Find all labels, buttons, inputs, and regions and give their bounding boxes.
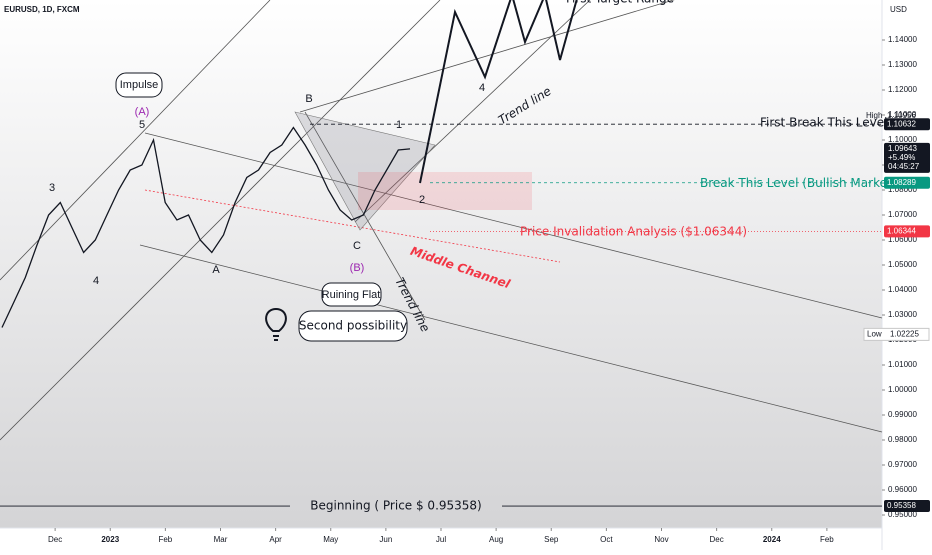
last-label: 1.09643	[888, 144, 917, 153]
x-tick-label: Jul	[436, 535, 446, 544]
x-tick-label: Jun	[379, 535, 392, 544]
y-tick-label: 1.05000	[888, 260, 917, 269]
price-badge-label: 0.95358	[887, 501, 916, 510]
level-text: First Break This Level	[760, 116, 887, 130]
time-axis	[0, 528, 882, 550]
projection-path	[419, 0, 578, 184]
y-tick-label: 1.08000	[888, 185, 917, 194]
annotation: First Target Range	[566, 0, 674, 6]
x-tick-label: Feb	[820, 535, 834, 544]
x-tick-label: Dec	[48, 535, 62, 544]
x-tick-label: Dec	[710, 535, 724, 544]
price-badge-label: 1.06344	[887, 227, 916, 236]
channel-lines	[0, 0, 883, 441]
annotation: Second possibility	[299, 319, 407, 333]
y-tick-label: 1.00000	[888, 385, 917, 394]
last-countdown: 04:45:27	[888, 162, 920, 171]
y-tick-label: 0.98000	[888, 435, 917, 444]
x-tick-label: Oct	[600, 535, 613, 544]
low-title: Low	[867, 329, 882, 338]
y-tick-label: 1.12000	[888, 85, 917, 94]
last-badge	[884, 142, 930, 173]
annotation: 4	[479, 82, 485, 94]
high-title: High	[866, 111, 882, 120]
annotation: (A)	[135, 106, 150, 118]
price-badge	[884, 176, 930, 189]
price-badge	[884, 500, 930, 513]
price-line	[1, 126, 411, 328]
currency-label: USD	[890, 5, 907, 14]
x-tick-label: 2023	[101, 535, 119, 544]
y-tick-label: 1.13000	[888, 60, 917, 69]
annotation: 5	[139, 119, 145, 131]
annotation: 4	[93, 275, 99, 287]
annotation: C	[353, 240, 361, 252]
y-tick-label: 1.03000	[888, 310, 917, 319]
x-tick-label: 2024	[763, 535, 781, 544]
y-tick-label: 0.99000	[888, 410, 917, 419]
annotation: Impulse	[120, 79, 159, 91]
triangle	[294, 111, 436, 231]
x-tick-label: Apr	[269, 535, 282, 544]
price-badge-label: 1.08289	[887, 178, 916, 187]
low-badge	[863, 327, 930, 341]
y-tick-label: 0.97000	[888, 460, 917, 469]
level-text: Beginning ( Price $ 0.95358)	[310, 499, 482, 513]
y-tick-label: 1.01000	[888, 360, 917, 369]
y-tick-label: 1.07000	[888, 210, 917, 219]
annotation: Ruining Flat	[322, 289, 381, 301]
y-tick-label: 1.14000	[888, 35, 917, 44]
y-tick-label: 0.96000	[888, 485, 917, 494]
x-tick-label: Mar	[214, 535, 228, 544]
level-text: Price Invalidation Analysis ($1.06344)	[520, 224, 747, 238]
level-text: Break This Level (Bullish Market)	[700, 176, 896, 190]
y-tick-label: 1.11000	[888, 110, 917, 119]
x-tick-label: May	[323, 535, 338, 544]
high-label: 1.10956	[887, 111, 916, 120]
last-change: +5.49%	[888, 153, 915, 162]
price-badge	[884, 225, 930, 238]
annotation: 1	[396, 119, 402, 131]
x-tick-label: Sep	[544, 535, 559, 544]
annotation-boxes	[115, 72, 408, 342]
low-label: 1.02225	[890, 329, 919, 338]
price-badge	[884, 118, 930, 131]
annotation: 3	[49, 182, 55, 194]
y-tick-label: 1.10000	[888, 135, 917, 144]
y-tick-label: 1.04000	[888, 285, 917, 294]
x-tick-label: Feb	[158, 535, 172, 544]
annotation: A	[212, 264, 220, 276]
price-badge-label: 1.10632	[887, 119, 916, 128]
chart-title: EURUSD, 1D, FXCM	[4, 5, 80, 14]
y-tick-label: 1.06000	[888, 235, 917, 244]
y-tick-label: 0.95000	[888, 510, 917, 519]
annotation: 2	[419, 194, 425, 206]
annotation: B	[305, 93, 312, 105]
x-tick-label: Nov	[654, 535, 668, 544]
target-zone	[358, 172, 532, 210]
annotation: (B)	[350, 262, 365, 274]
x-tick-label: Aug	[489, 535, 503, 544]
price-axis	[882, 0, 932, 550]
bulb-icon	[265, 307, 287, 341]
